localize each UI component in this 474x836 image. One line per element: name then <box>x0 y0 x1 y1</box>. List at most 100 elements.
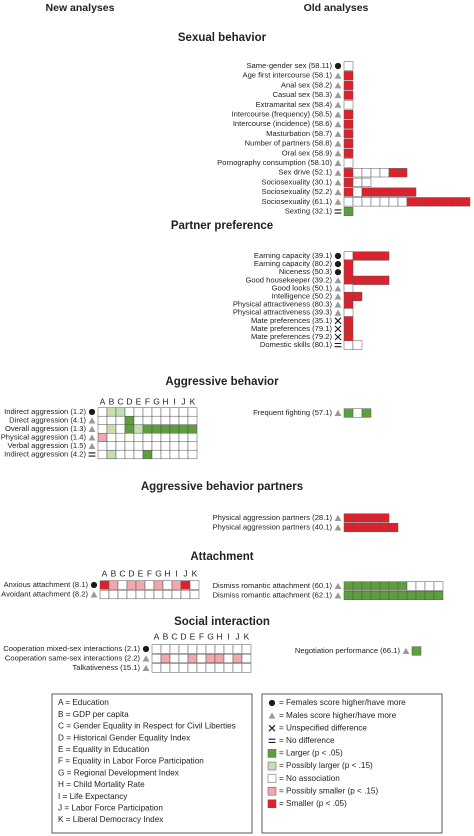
cell <box>343 90 354 100</box>
cell <box>343 119 354 129</box>
column-letter: A <box>100 396 106 406</box>
cell <box>343 197 354 207</box>
cell <box>171 580 182 590</box>
cell <box>241 663 252 673</box>
cell <box>241 653 252 664</box>
column-letter: F <box>145 396 150 406</box>
cell <box>352 197 363 207</box>
cell <box>379 251 390 261</box>
symbol-triangle <box>334 101 342 108</box>
legend-variable: H = Child Mortality Rate <box>58 780 145 789</box>
symbol-triangle <box>88 425 96 432</box>
cell <box>460 197 471 207</box>
row-label: Indirect aggression (4.2) <box>4 450 86 459</box>
symbol-circle <box>142 645 150 653</box>
cell <box>178 644 189 654</box>
legend-variable: A = Education <box>58 698 109 707</box>
cell <box>187 449 198 460</box>
row-label: Extramarital sex (58.4) <box>256 100 333 109</box>
cell <box>160 653 171 664</box>
cell <box>343 308 354 318</box>
cell <box>169 407 180 417</box>
cell <box>187 415 198 426</box>
cell <box>169 644 180 654</box>
symbol-equals <box>88 452 96 457</box>
key-box <box>261 693 443 834</box>
cell <box>352 177 363 187</box>
symbol-x <box>334 325 342 333</box>
column-letter: B <box>111 568 117 578</box>
symbol-triangle <box>334 159 342 166</box>
column-letter: G <box>207 631 214 641</box>
cell <box>133 407 144 417</box>
cell <box>115 449 126 460</box>
cell <box>106 441 117 451</box>
symbol-triangle <box>142 655 150 662</box>
symbol-triangle <box>334 130 342 137</box>
cell <box>352 251 363 261</box>
cell <box>97 415 108 426</box>
cell <box>379 197 390 207</box>
cell <box>343 408 354 418</box>
cell <box>160 441 171 451</box>
row-label: Number of partners (58.8) <box>245 139 333 148</box>
legend-color-label: = Possibly larger (p < .15) <box>279 761 373 770</box>
symbol-circle <box>90 581 98 589</box>
cell <box>169 424 180 434</box>
cell <box>370 275 381 285</box>
legend-variable: G = Regional Development Index <box>58 768 179 777</box>
cell <box>388 168 399 178</box>
cell <box>124 449 135 460</box>
cell <box>388 590 399 601</box>
legend-variable: K = Liberal Democracy Index <box>58 815 163 824</box>
cell <box>343 324 354 334</box>
cell <box>142 415 153 426</box>
cell <box>397 168 408 178</box>
cell <box>388 187 399 197</box>
column-letter: I <box>227 631 229 641</box>
symbol-triangle <box>334 169 342 176</box>
row-label: Physical aggression (1.4) <box>1 433 87 442</box>
cell <box>361 187 372 197</box>
cell <box>108 589 119 600</box>
cell <box>352 291 363 302</box>
cell <box>124 424 135 434</box>
row-label: Physical aggression partners (28.1) <box>213 513 333 522</box>
cell <box>151 415 162 426</box>
cell <box>379 168 390 178</box>
symbol-triangle <box>268 712 276 719</box>
cell <box>370 590 381 601</box>
cell <box>352 275 363 285</box>
cell <box>397 590 408 601</box>
cell <box>352 581 363 591</box>
cell <box>361 513 372 523</box>
row-label: Anxious attachment (8.1) <box>4 580 89 589</box>
cell <box>424 590 435 601</box>
cell <box>106 449 117 460</box>
row-label: Niceness (50.3) <box>279 267 333 276</box>
cell <box>169 432 180 443</box>
cell <box>115 424 126 434</box>
cell <box>151 424 162 434</box>
column-letter: B <box>163 631 169 641</box>
cell <box>397 197 408 207</box>
symbol-circle <box>88 408 96 416</box>
cell <box>343 513 354 523</box>
cell <box>205 653 216 664</box>
cell <box>187 432 198 443</box>
cell <box>117 580 128 590</box>
cell <box>196 653 207 664</box>
row-label: Mate preferences (79.1) <box>251 324 333 333</box>
symbol-triangle <box>142 664 150 671</box>
row-label: Earning capacity (80.2) <box>254 259 333 268</box>
cell <box>106 415 117 426</box>
section-title: Sexual behavior <box>178 32 267 44</box>
cell <box>178 432 189 443</box>
cell <box>115 441 126 451</box>
cell <box>343 100 354 110</box>
legend-variable: F = Equality in Labor Force Participatio… <box>58 757 204 766</box>
cell <box>406 581 417 591</box>
symbol-circle <box>334 252 342 260</box>
cell <box>160 449 171 460</box>
symbol-triangle <box>334 409 342 416</box>
